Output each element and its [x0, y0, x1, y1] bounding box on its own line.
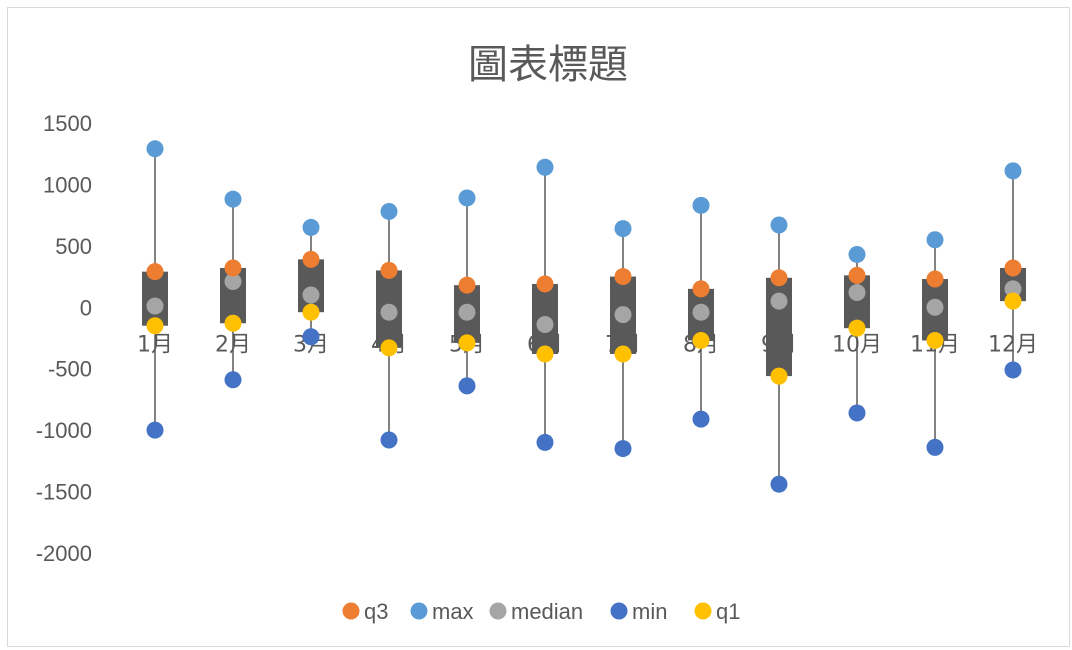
- q1-point: [926, 331, 944, 349]
- y-tick-label: -1500: [36, 480, 92, 505]
- max-point: [1004, 162, 1022, 180]
- y-tick-label: -1000: [36, 418, 92, 443]
- min-point: [458, 377, 476, 395]
- y-tick-label: 0: [80, 295, 92, 320]
- min-point: [536, 433, 554, 451]
- q3-point: [614, 268, 632, 286]
- median-point: [926, 298, 944, 316]
- median-point: [1004, 280, 1022, 298]
- min-point: [302, 328, 320, 346]
- q1-point: [692, 331, 710, 349]
- min-point: [770, 475, 788, 493]
- boxes: [142, 259, 1026, 377]
- q3-point: [692, 280, 710, 298]
- q1-point: [770, 367, 788, 385]
- q3-point: [224, 259, 242, 277]
- max-point: [302, 218, 320, 236]
- q3-point: [380, 261, 398, 279]
- median-point: [302, 286, 320, 304]
- median-point: [848, 284, 866, 302]
- max-point: [848, 245, 866, 263]
- legend-label-q3: q3: [364, 599, 388, 624]
- min-point: [614, 440, 632, 458]
- legend-marker-min: [610, 602, 628, 620]
- q1-point: [224, 314, 242, 332]
- q1-point: [146, 317, 164, 335]
- min-point: [692, 410, 710, 428]
- legend-marker-q1: [694, 602, 712, 620]
- max-point: [146, 140, 164, 158]
- q3-point: [848, 266, 866, 284]
- legend-marker-max: [410, 602, 428, 620]
- max-point: [614, 220, 632, 238]
- min-point: [848, 404, 866, 422]
- max-point: [926, 231, 944, 249]
- median-point: [224, 272, 242, 290]
- min-point: [926, 438, 944, 456]
- legend-label-max: max: [432, 599, 474, 624]
- y-tick-label: -500: [48, 357, 92, 382]
- median-point: [536, 315, 554, 333]
- median-point: [146, 297, 164, 315]
- q1-point: [614, 345, 632, 363]
- x-tick-label: 1月: [137, 332, 173, 357]
- min-point: [146, 421, 164, 439]
- max-point: [536, 158, 554, 176]
- legend-label-median: median: [511, 599, 583, 624]
- whiskers: [154, 148, 1014, 485]
- x-tick-label: 2月: [215, 332, 251, 357]
- median-point: [458, 303, 476, 321]
- y-tick-label: -2000: [36, 541, 92, 566]
- q3-point: [458, 276, 476, 294]
- box: [766, 277, 792, 377]
- q1-point: [1004, 292, 1022, 310]
- legend-marker-median: [489, 602, 507, 620]
- x-tick-label: 9月: [761, 332, 797, 357]
- x-tick-label: 12月: [988, 332, 1038, 357]
- min-point: [380, 431, 398, 449]
- legend-marker-q3: [342, 602, 360, 620]
- y-tick-label: 1000: [43, 172, 92, 197]
- y-axis: 1500 1000 500 0 -500 -1000 -1500 -2000: [36, 111, 92, 566]
- median-point: [380, 303, 398, 321]
- min-point: [224, 371, 242, 389]
- max-point: [692, 196, 710, 214]
- legend-label-q1: q1: [716, 599, 740, 624]
- max-point: [770, 216, 788, 234]
- q3-point: [770, 269, 788, 287]
- chart-title: 圖表標題: [468, 42, 628, 88]
- q1-point: [458, 334, 476, 352]
- max-point: [380, 202, 398, 220]
- q1-point: [380, 339, 398, 357]
- legend: q3 max median min q1: [342, 599, 740, 624]
- median-point: [770, 292, 788, 310]
- q3-point: [146, 263, 164, 281]
- q1-point: [302, 303, 320, 321]
- legend-label-min: min: [632, 599, 667, 624]
- data-points: [146, 140, 1022, 493]
- median-point: [692, 303, 710, 321]
- q1-point: [536, 345, 554, 363]
- q3-point: [302, 250, 320, 268]
- min-point: [1004, 361, 1022, 379]
- q3-point: [1004, 259, 1022, 277]
- max-point: [458, 189, 476, 207]
- x-axis: 1月2月3月4月5月6月7月8月9月10月11月12月: [137, 332, 1038, 357]
- q3-point: [926, 270, 944, 288]
- y-tick-label: 1500: [43, 111, 92, 136]
- q1-point: [848, 319, 866, 337]
- q3-point: [536, 275, 554, 293]
- y-tick-label: 500: [55, 234, 92, 259]
- median-point: [614, 306, 632, 324]
- max-point: [224, 190, 242, 208]
